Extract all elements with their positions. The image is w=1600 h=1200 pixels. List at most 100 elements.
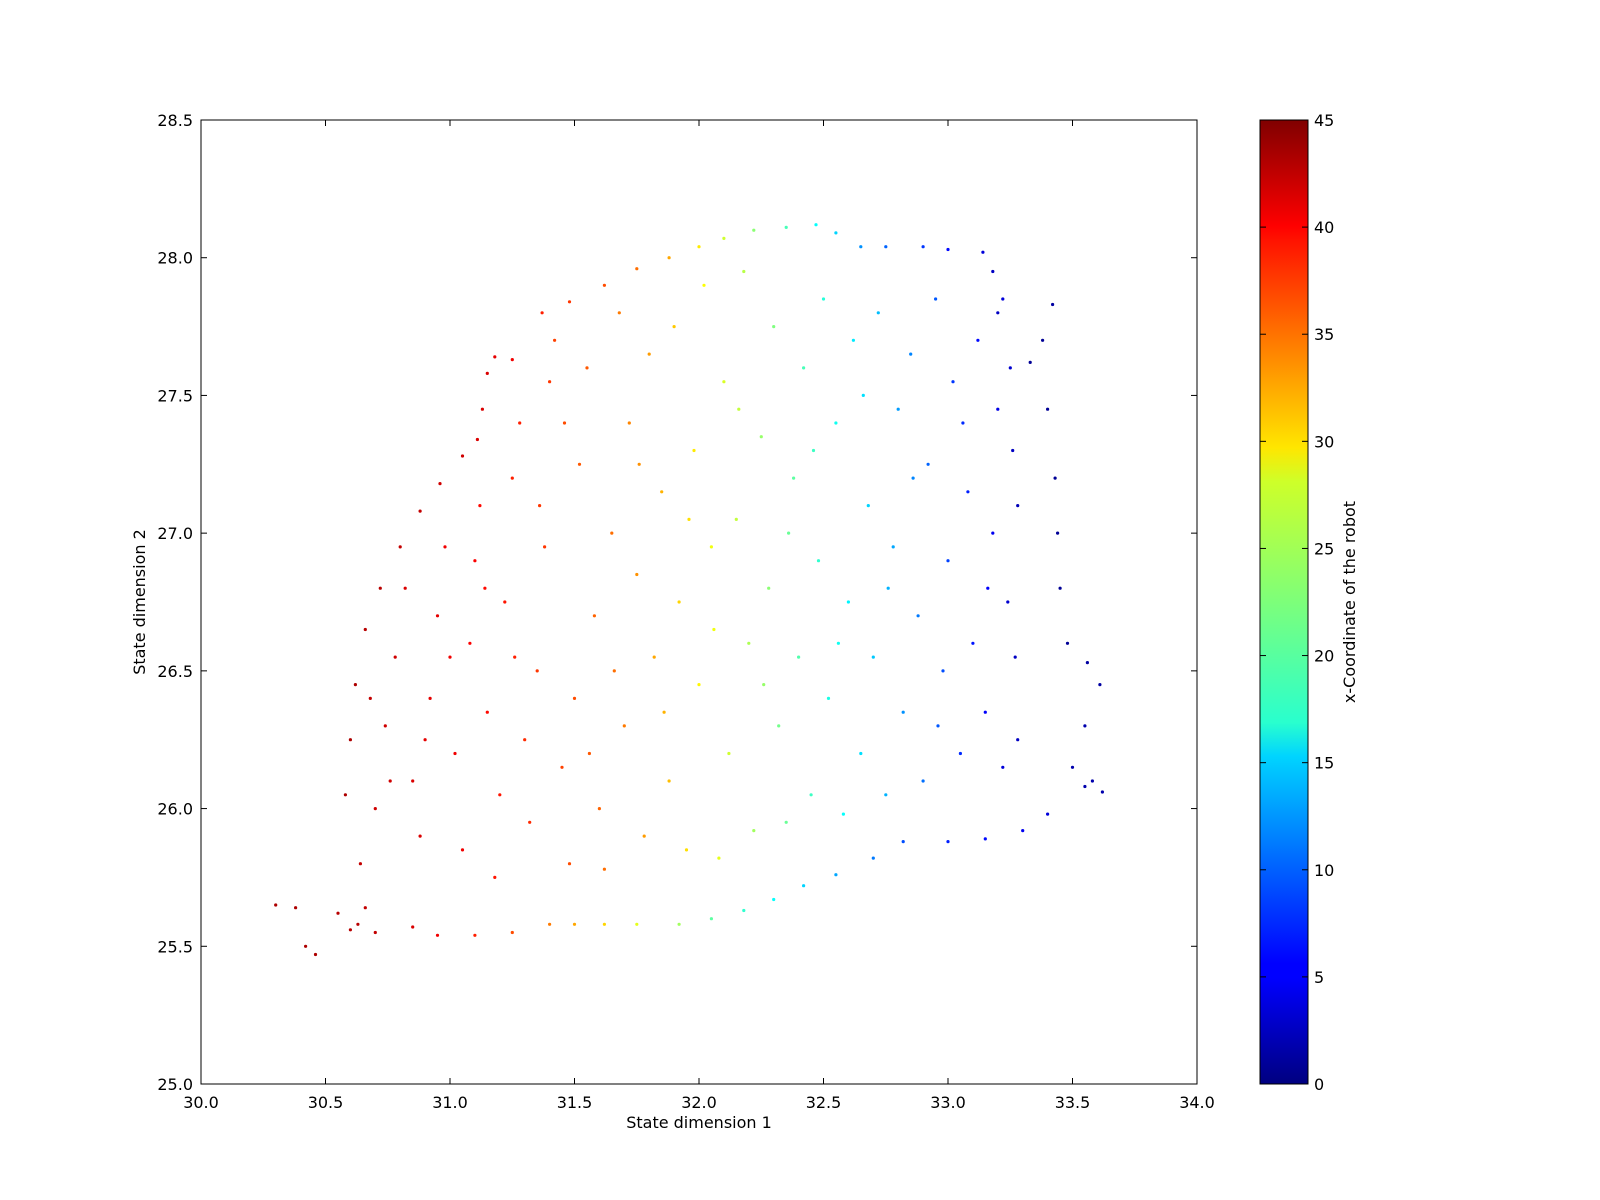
scatter-point xyxy=(523,738,527,742)
scatter-point xyxy=(617,311,621,315)
y-tick-label: 26.0 xyxy=(157,800,193,819)
scatter-point xyxy=(684,848,689,852)
scatter-point xyxy=(368,696,372,701)
scatter-point xyxy=(480,407,484,411)
scatter-point xyxy=(448,655,452,659)
scatter-point xyxy=(423,738,427,742)
scatter-point xyxy=(642,834,646,838)
scatter-point xyxy=(677,922,681,926)
scatter-point xyxy=(493,355,497,359)
colorbar-tick-label: 30 xyxy=(1314,432,1334,451)
scatter-point xyxy=(363,627,367,632)
scatter-point xyxy=(861,393,865,397)
scatter-point xyxy=(1090,779,1094,783)
scatter-point xyxy=(411,779,415,783)
scatter-point xyxy=(841,812,846,816)
scatter-point xyxy=(348,738,352,742)
scatter-point xyxy=(983,837,987,841)
y-axis-label: State dimension 2 xyxy=(130,529,149,675)
scatter-point xyxy=(294,906,298,910)
scatter-point xyxy=(687,517,691,522)
scatter-point xyxy=(934,297,938,301)
scatter-point xyxy=(635,922,639,926)
scatter-point xyxy=(662,710,666,714)
scatter-point xyxy=(418,834,422,838)
scatter-point xyxy=(747,641,751,645)
scatter-point xyxy=(393,655,397,659)
y-tick-label: 28.0 xyxy=(157,249,193,268)
colorbar-tick-label: 45 xyxy=(1314,111,1334,130)
scatter-point xyxy=(1065,641,1070,645)
scatter-point xyxy=(834,873,838,877)
x-axis-label: State dimension 1 xyxy=(626,1113,772,1132)
y-tick-label: 27.5 xyxy=(157,386,193,405)
scatter-point xyxy=(438,482,442,486)
scatter-point xyxy=(936,724,940,728)
scatter-point xyxy=(1021,829,1025,833)
scatter-point xyxy=(981,250,985,254)
scatter-point xyxy=(1001,765,1005,769)
scatter-point xyxy=(478,504,482,508)
scatter-point xyxy=(871,856,875,860)
scatter-point xyxy=(460,848,465,852)
scatter-point xyxy=(567,300,572,304)
scatter-point xyxy=(543,545,547,549)
scatter-point xyxy=(859,751,863,756)
scatter-point xyxy=(336,911,340,915)
scatter-point xyxy=(485,710,489,714)
scatter-point xyxy=(602,922,607,926)
scatter-point xyxy=(884,245,888,249)
colorbar-tick-label: 15 xyxy=(1314,754,1334,773)
scatter-point xyxy=(388,779,392,783)
scatter-point xyxy=(540,311,544,315)
scatter-point xyxy=(759,435,763,439)
scatter-point xyxy=(498,793,502,797)
scatter-point xyxy=(901,710,905,714)
scatter-point xyxy=(672,325,676,329)
scatter-point xyxy=(976,338,980,342)
scatter-point xyxy=(859,245,863,249)
scatter-point xyxy=(610,531,614,535)
scatter-point xyxy=(941,669,945,673)
scatter-point xyxy=(971,641,975,645)
scatter-point xyxy=(411,925,415,929)
scatter-point xyxy=(946,247,950,252)
scatter-point xyxy=(473,559,477,563)
scatter-point xyxy=(560,765,564,769)
x-tick-label: 31.5 xyxy=(557,1093,593,1112)
scatter-point xyxy=(398,545,402,549)
scatter-point xyxy=(418,509,422,513)
scatter-point xyxy=(692,448,696,453)
scatter-point xyxy=(762,683,766,687)
scatter-point xyxy=(667,779,671,783)
scatter-point xyxy=(473,933,477,937)
scatter-point xyxy=(752,829,756,833)
scatter-point xyxy=(809,793,813,797)
scatter-point xyxy=(453,751,457,756)
scatter-point xyxy=(986,586,990,590)
scatter-point xyxy=(356,922,360,926)
scatter-point xyxy=(1011,448,1015,453)
scatter-point xyxy=(991,531,995,535)
scatter-point xyxy=(787,531,791,535)
scatter-point xyxy=(777,724,781,728)
x-tick-label: 31.0 xyxy=(432,1093,468,1112)
colorbar-tick-label: 10 xyxy=(1314,861,1334,880)
x-tick-label: 30.5 xyxy=(308,1093,344,1112)
scatter-point xyxy=(677,600,681,604)
scatter-point xyxy=(1056,531,1060,535)
scatter-point xyxy=(343,793,347,797)
scatter-point xyxy=(428,696,432,701)
scatter-point xyxy=(1100,790,1104,794)
x-tick-label: 33.0 xyxy=(930,1093,966,1112)
scatter-point xyxy=(826,696,831,701)
colorbar-ticks: 0 5 10 15 20 25 30 35 40 45 xyxy=(1260,111,1334,1094)
scatter-point xyxy=(891,545,895,549)
scatter-point xyxy=(378,586,382,590)
plot-area-frame xyxy=(200,119,1198,1085)
scatter-point xyxy=(528,820,532,824)
scatter-point xyxy=(697,245,701,249)
scatter-point xyxy=(435,614,440,618)
scatter-point xyxy=(722,236,726,240)
colorbar-tick-label: 0 xyxy=(1314,1075,1324,1094)
